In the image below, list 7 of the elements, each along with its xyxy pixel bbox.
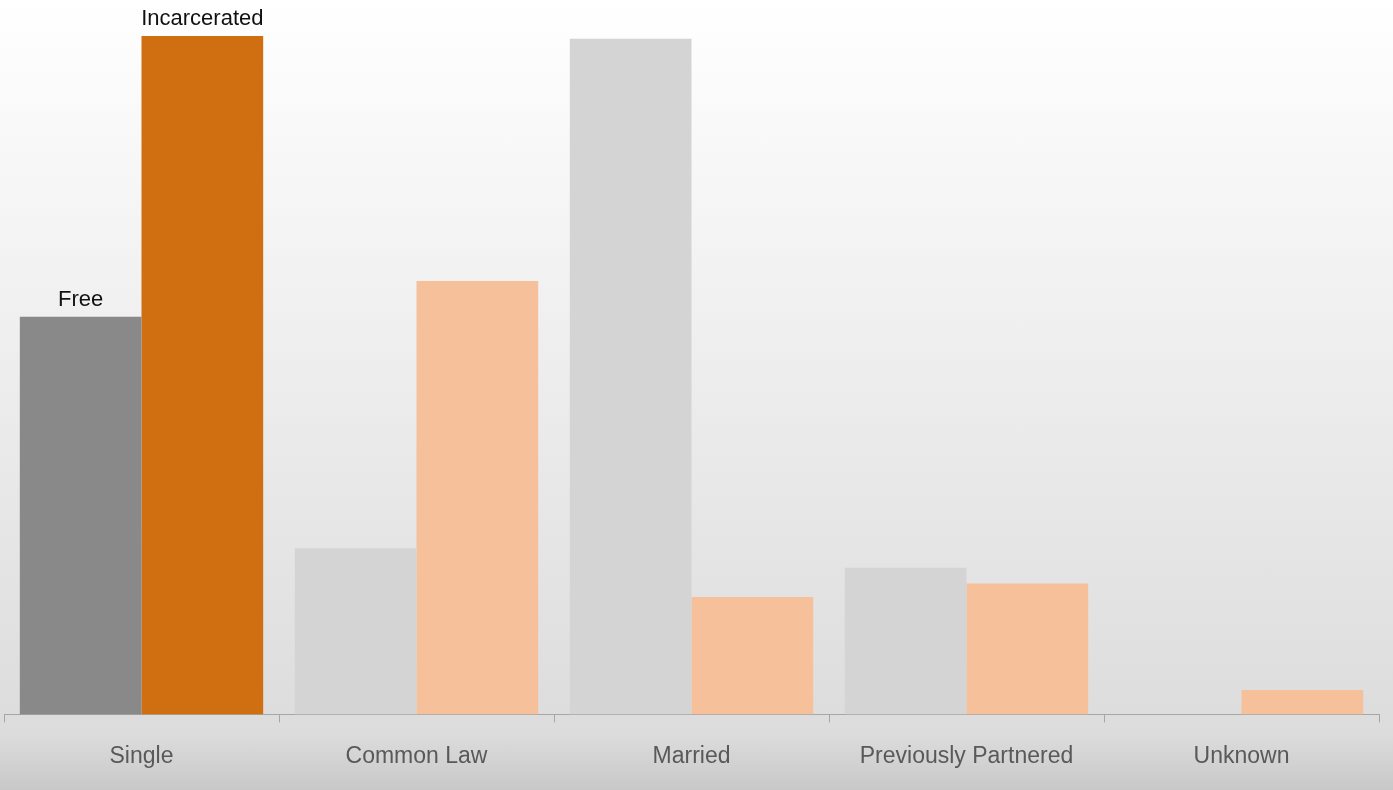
series-label: Incarcerated <box>141 5 264 31</box>
x-tick-label: Single <box>109 741 174 768</box>
series-label: Free <box>58 285 104 311</box>
x-tick-label: Married <box>652 741 731 768</box>
x-tick-label: Common Law <box>345 741 488 768</box>
x-tick-label: Previously Partnered <box>859 741 1074 768</box>
x-tick-label: Unknown <box>1193 741 1290 768</box>
